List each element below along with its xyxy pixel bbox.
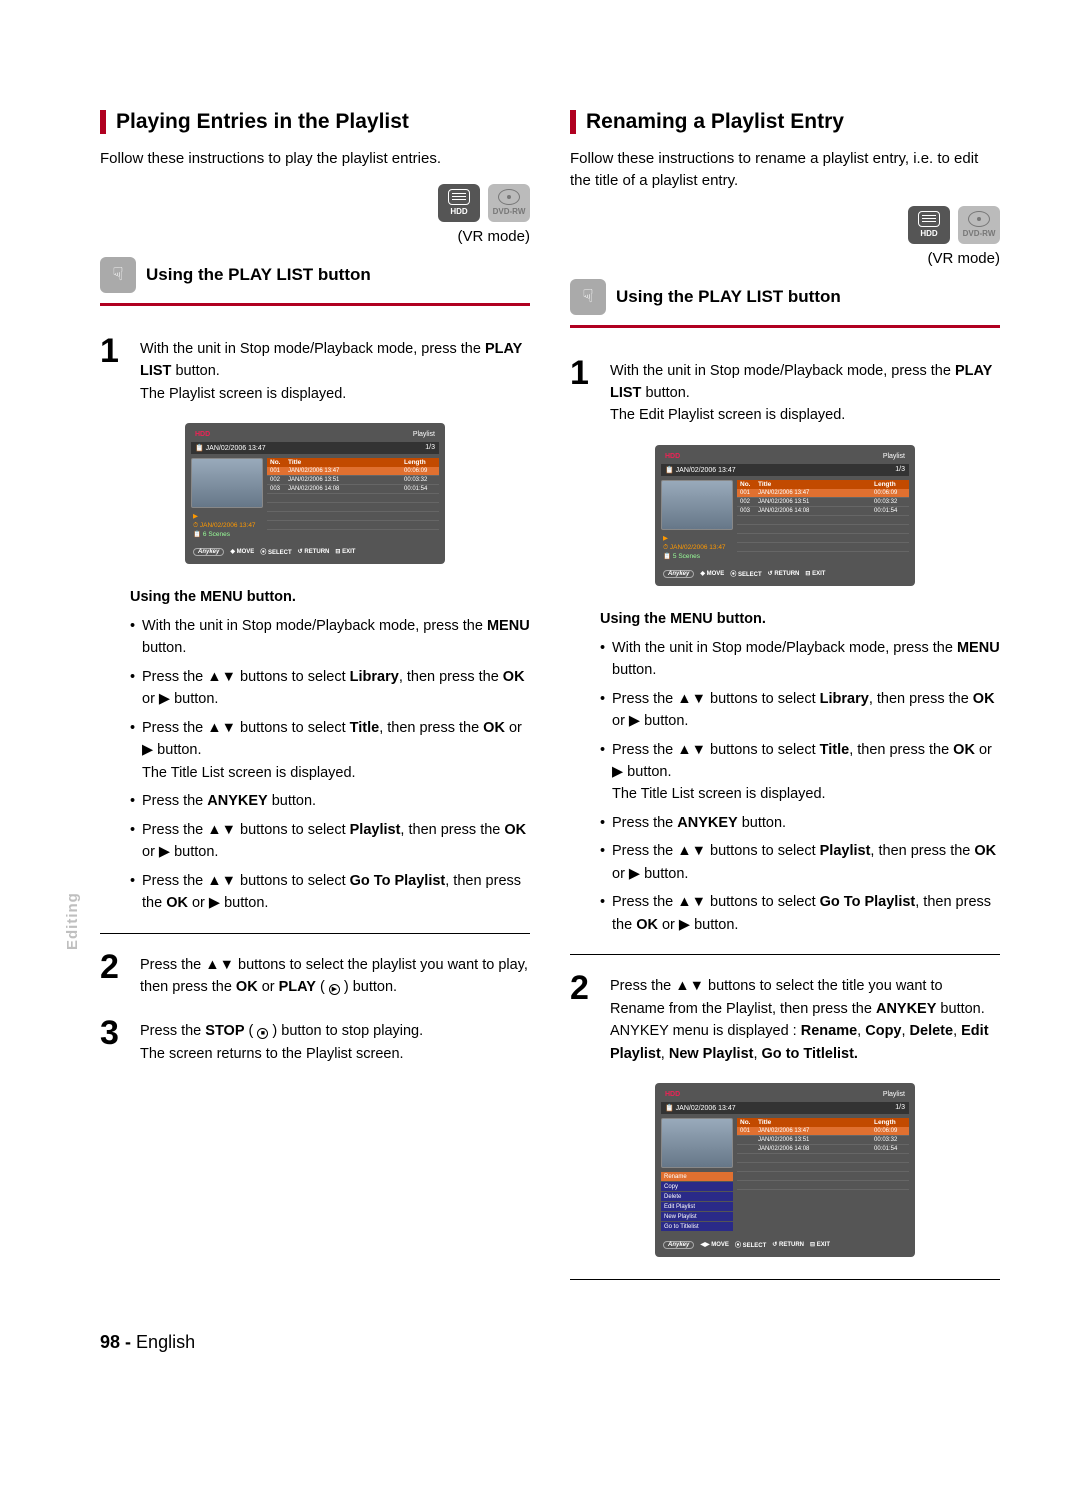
left-section-title: Playing Entries in the Playlist (100, 110, 530, 134)
left-vr-mode: (VR mode) (100, 228, 530, 245)
hdd-label: HDD (920, 229, 937, 238)
step-number: 1 (570, 356, 598, 427)
separator (100, 303, 530, 306)
left-intro: Follow these instructions to play the pl… (100, 148, 530, 170)
step-number: 1 (100, 334, 128, 405)
right-column: Renaming a Playlist Entry Follow these i… (570, 110, 1000, 1296)
dvdrw-label: DVD-RW (493, 207, 526, 216)
left-title-text: Playing Entries in the Playlist (116, 110, 409, 134)
left-sub-heading: Using the PLAY LIST button (146, 265, 371, 285)
list-item: Press the ▲▼ buttons to select Library, … (130, 666, 530, 711)
right-menu-block: Using the MENU button. With the unit in … (600, 608, 1000, 936)
right-section-title: Renaming a Playlist Entry (570, 110, 1000, 134)
hdd-icon: HDD (438, 184, 480, 222)
separator (570, 1279, 1000, 1280)
page-footer: 98 - English (100, 1332, 1000, 1353)
separator (100, 933, 530, 934)
step-number: 2 (570, 971, 598, 1065)
right-title-text: Renaming a Playlist Entry (586, 110, 844, 134)
red-bar-icon (570, 110, 576, 134)
list-item: Press the ▲▼ buttons to select Library, … (600, 688, 1000, 733)
list-item: Press the ▲▼ buttons to select Title, th… (130, 717, 530, 784)
left-menu-block: Using the MENU button. With the unit in … (130, 586, 530, 914)
separator (570, 954, 1000, 955)
dvdrw-icon: DVD-RW (958, 206, 1000, 244)
right-step1: With the unit in Stop mode/Playback mode… (610, 356, 1000, 427)
right-sub-heading: Using the PLAY LIST button (616, 287, 841, 307)
list-item: Press the ANYKEY button. (130, 790, 530, 812)
hand-icon: ☟ (100, 257, 136, 293)
left-menu-heading: Using the MENU button. (130, 586, 530, 608)
dvdrw-label: DVD-RW (963, 229, 996, 238)
playlist-screenshot-2: HDDPlaylist 📋 JAN/02/2006 13:471/3 ▶⏱ JA… (655, 445, 915, 586)
step-number: 3 (100, 1016, 128, 1065)
right-menu-heading: Using the MENU button. (600, 608, 1000, 630)
list-item: Press the ▲▼ buttons to select Playlist,… (600, 840, 1000, 885)
hdd-label: HDD (450, 207, 467, 216)
right-step2: Press the ▲▼ buttons to select the title… (610, 971, 1000, 1065)
hdd-icon: HDD (908, 206, 950, 244)
list-item: With the unit in Stop mode/Playback mode… (600, 637, 1000, 682)
list-item: Press the ANYKEY button. (600, 812, 1000, 834)
red-bar-icon (100, 110, 106, 134)
left-column: Playing Entries in the Playlist Follow t… (100, 110, 530, 1296)
side-tab: Editing (64, 892, 81, 950)
list-item: Press the ▲▼ buttons to select Playlist,… (130, 819, 530, 864)
dvdrw-icon: DVD-RW (488, 184, 530, 222)
left-step3: Press the STOP ( ■ ) button to stop play… (140, 1016, 423, 1065)
right-intro: Follow these instructions to rename a pl… (570, 148, 1000, 192)
hand-icon: ☟ (570, 279, 606, 315)
right-vr-mode: (VR mode) (570, 250, 1000, 267)
list-item: Press the ▲▼ buttons to select Go To Pla… (600, 891, 1000, 936)
left-step2: Press the ▲▼ buttons to select the playl… (140, 950, 530, 999)
list-item: Press the ▲▼ buttons to select Title, th… (600, 739, 1000, 806)
playlist-screenshot-3: HDDPlaylist 📋 JAN/02/2006 13:471/3 Renam… (655, 1083, 915, 1257)
list-item: Press the ▲▼ buttons to select Go To Pla… (130, 870, 530, 915)
separator (570, 325, 1000, 328)
left-step1: With the unit in Stop mode/Playback mode… (140, 334, 530, 405)
playlist-screenshot-1: HDDPlaylist 📋 JAN/02/2006 13:471/3 ▶⏱ JA… (185, 423, 445, 564)
list-item: With the unit in Stop mode/Playback mode… (130, 615, 530, 660)
step-number: 2 (100, 950, 128, 999)
